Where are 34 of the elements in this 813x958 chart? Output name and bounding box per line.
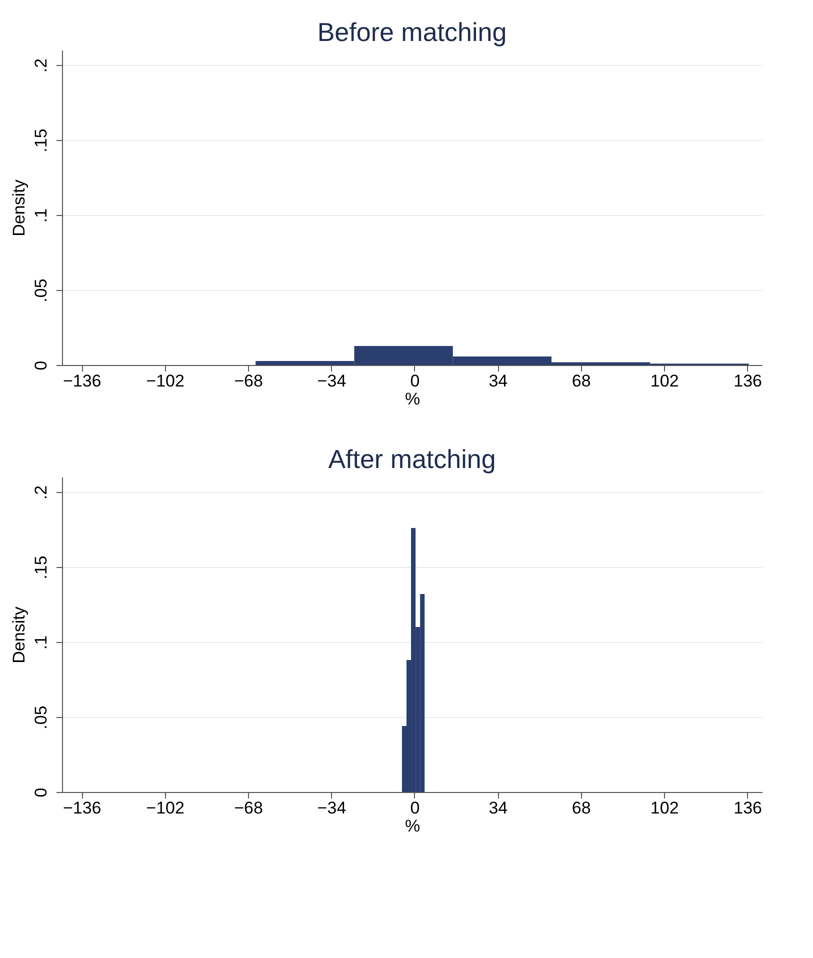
x-tick-label: −68	[234, 372, 263, 390]
chart-title: After matching	[328, 444, 496, 474]
y-tick-label: 0	[32, 360, 50, 370]
x-tick-label: 34	[488, 798, 508, 818]
y-tick-label: .2	[32, 485, 50, 500]
x-tick-label: 102	[650, 798, 679, 818]
x-tick-label: 136	[734, 372, 762, 390]
x-tick-label: 136	[734, 798, 762, 818]
x-tick-label: 34	[488, 372, 508, 390]
y-tick-label: .05	[32, 706, 50, 730]
x-tick-label: −102	[146, 372, 184, 390]
y-tick-label: 0	[32, 788, 50, 798]
y-tick-label: .2	[32, 58, 50, 73]
chart-title: Before matching	[317, 17, 507, 47]
x-tick-label: 68	[572, 798, 591, 818]
x-tick-label: 102	[650, 372, 679, 390]
x-tick-label: −102	[146, 798, 184, 818]
y-axis-title: Density	[10, 179, 28, 236]
y-tick-label: .15	[32, 128, 50, 152]
x-tick-label: −34	[317, 372, 346, 390]
y-tick-label: .1	[32, 208, 50, 223]
y-axis-title: Density	[10, 606, 28, 664]
x-tick-label: 0	[410, 372, 420, 390]
x-tick-label: −136	[62, 798, 102, 818]
x-tick-label: −136	[62, 372, 102, 390]
y-tick-label: .15	[32, 556, 50, 580]
x-tick-label: 0	[410, 798, 420, 818]
x-axis-title: %	[404, 390, 420, 408]
y-tick-label: .05	[32, 278, 50, 302]
y-tick-label: .1	[32, 635, 50, 650]
x-tick-label: −68	[234, 798, 263, 818]
x-tick-label: −34	[317, 798, 346, 818]
x-tick-label: 68	[572, 372, 591, 390]
x-axis-title: %	[404, 816, 420, 836]
